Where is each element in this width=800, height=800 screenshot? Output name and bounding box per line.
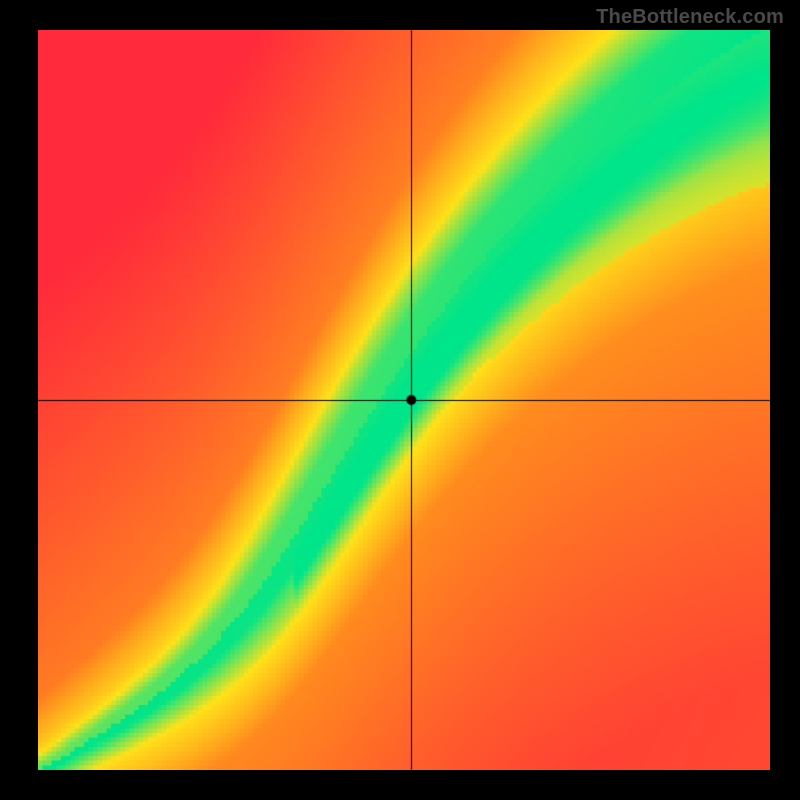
chart-container: TheBottleneck.com: [0, 0, 800, 800]
watermark-label: TheBottleneck.com: [596, 6, 784, 29]
crosshair-overlay: [0, 0, 800, 800]
